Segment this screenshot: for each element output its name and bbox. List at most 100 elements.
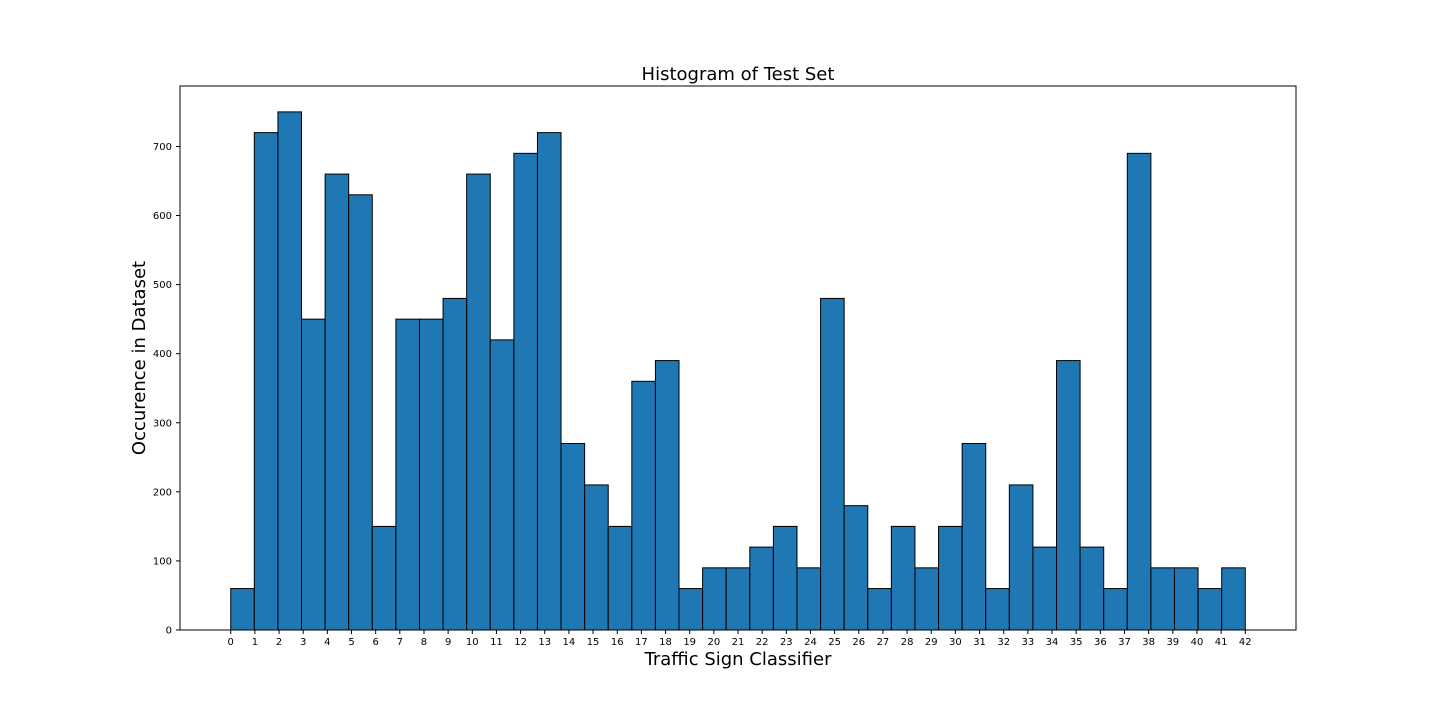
x-tick-label: 39 — [1166, 637, 1179, 648]
bar — [678, 588, 704, 631]
bar — [867, 588, 892, 631]
y-tick-label: 100 — [153, 556, 172, 567]
bar — [1126, 152, 1152, 631]
plot-frame — [179, 85, 1297, 631]
bar — [418, 318, 444, 631]
x-tick-label: 13 — [538, 637, 551, 648]
x-tick-label: 4 — [324, 637, 330, 648]
x-tick-label: 35 — [1070, 637, 1083, 648]
bar — [961, 442, 987, 631]
x-axis-label: Traffic Sign Classifier — [644, 649, 833, 670]
x-tick-label: 24 — [804, 637, 817, 648]
bar — [654, 360, 680, 631]
bar — [702, 567, 727, 631]
bar — [584, 484, 609, 631]
x-tick-label: 27 — [877, 637, 890, 648]
chart-title: Histogram of Test Set — [642, 64, 835, 85]
x-tick-label: 12 — [514, 637, 527, 648]
y-axis-label: Occurence in Dataset — [129, 261, 150, 455]
bar — [1103, 588, 1128, 631]
bar — [890, 525, 916, 631]
x-tick-label: 2 — [276, 637, 282, 648]
x-tick-label: 6 — [372, 637, 378, 648]
x-axis-ticks: 0 1 2 3 4 5 6 7 8 9 10 11 12 13 14 15 16 17 18 19 20 21 22 23 24… — [228, 630, 1252, 648]
bar — [277, 111, 303, 631]
y-tick-label: 300 — [153, 418, 172, 429]
bar — [631, 380, 656, 631]
y-tick-label: 600 — [153, 211, 172, 222]
y-axis-ticks: 0 100 200 300 400 500 600 700 — [153, 142, 180, 637]
x-tick-label: 7 — [397, 637, 403, 648]
bar — [230, 588, 255, 631]
y-tick-label: 200 — [153, 487, 172, 498]
x-tick-label: 32 — [997, 637, 1010, 648]
bar — [489, 339, 515, 631]
bars — [230, 111, 1246, 631]
bar — [1032, 546, 1058, 631]
x-tick-label: 37 — [1118, 637, 1131, 648]
x-tick-label: 42 — [1239, 637, 1252, 648]
bar — [772, 525, 798, 631]
x-tick-label: 5 — [348, 637, 354, 648]
y-tick-label: 0 — [166, 626, 172, 637]
x-tick-label: 9 — [445, 637, 451, 648]
y-tick-label: 500 — [153, 280, 172, 291]
bar — [466, 173, 491, 631]
x-tick-label: 11 — [490, 637, 503, 648]
x-tick-label: 21 — [732, 637, 745, 648]
x-tick-label: 18 — [659, 637, 672, 648]
bar — [1150, 567, 1175, 631]
x-tick-label: 16 — [611, 637, 624, 648]
bar — [725, 567, 751, 631]
x-tick-label: 41 — [1215, 637, 1228, 648]
x-tick-label: 26 — [852, 637, 865, 648]
x-tick-label: 40 — [1191, 637, 1204, 648]
bar — [914, 567, 940, 631]
x-tick-label: 3 — [300, 637, 306, 648]
bar — [749, 546, 774, 631]
bar — [395, 318, 420, 631]
bar — [253, 132, 279, 631]
bar — [985, 588, 1010, 631]
x-tick-label: 38 — [1142, 637, 1155, 648]
bar — [607, 525, 633, 631]
x-tick-label: 30 — [949, 637, 962, 648]
x-tick-label: 23 — [780, 637, 793, 648]
bar — [324, 173, 350, 631]
bar — [796, 567, 822, 631]
x-tick-label: 8 — [421, 637, 427, 648]
x-tick-label: 20 — [707, 637, 720, 648]
y-tick-label: 400 — [153, 349, 172, 360]
x-tick-label: 25 — [828, 637, 841, 648]
x-tick-label: 19 — [683, 637, 696, 648]
bar — [301, 318, 326, 631]
bar — [1079, 546, 1105, 631]
x-tick-label: 14 — [563, 637, 576, 648]
bar — [1056, 360, 1081, 631]
bar — [843, 505, 869, 631]
bar — [938, 525, 963, 631]
bar — [1008, 484, 1034, 631]
bar — [513, 152, 538, 631]
x-tick-label: 36 — [1094, 637, 1107, 648]
bar — [560, 442, 586, 631]
bar — [442, 297, 468, 631]
bar — [1221, 567, 1246, 631]
x-tick-label: 31 — [973, 637, 986, 648]
bar — [371, 525, 397, 631]
y-tick-label: 700 — [153, 142, 172, 153]
bar — [536, 132, 562, 631]
bar — [820, 297, 845, 631]
x-tick-label: 1 — [252, 637, 258, 648]
x-tick-label: 17 — [635, 637, 648, 648]
x-tick-label: 0 — [228, 637, 234, 648]
x-tick-label: 10 — [466, 637, 479, 648]
x-tick-label: 33 — [1022, 637, 1035, 648]
x-tick-label: 22 — [756, 637, 769, 648]
x-tick-label: 34 — [1046, 637, 1059, 648]
bar — [1197, 588, 1223, 631]
x-tick-label: 28 — [901, 637, 914, 648]
bar — [1173, 567, 1199, 631]
x-tick-label: 15 — [587, 637, 600, 648]
